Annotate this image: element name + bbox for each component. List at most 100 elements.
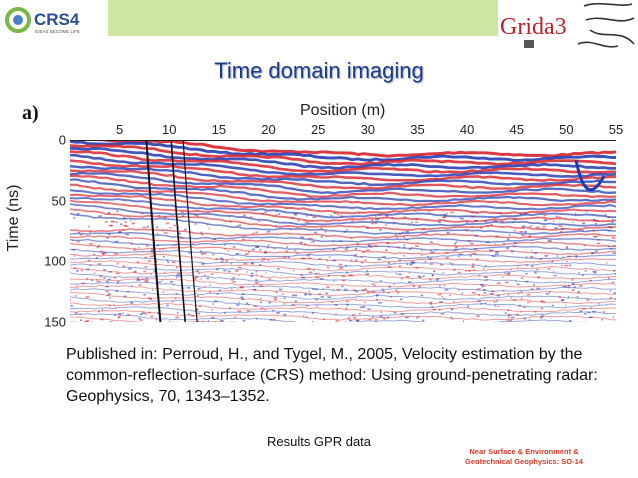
noise-speck <box>248 303 250 306</box>
noise-speck <box>264 211 267 213</box>
noise-speck <box>206 277 210 280</box>
noise-speck <box>543 219 547 222</box>
noise-speck <box>536 268 539 271</box>
noise-speck <box>480 303 483 305</box>
noise-speck <box>607 216 610 219</box>
noise-speck <box>510 316 515 319</box>
noise-speck <box>528 226 531 228</box>
noise-speck <box>122 217 126 219</box>
noise-speck <box>232 246 236 248</box>
noise-speck <box>80 269 83 272</box>
noise-speck <box>549 291 551 293</box>
noise-speck <box>316 305 318 307</box>
noise-speck <box>155 318 158 321</box>
noise-speck <box>332 240 334 243</box>
noise-speck <box>567 255 571 258</box>
noise-speck <box>442 272 444 274</box>
noise-speck <box>497 305 500 308</box>
noise-speck <box>348 274 352 276</box>
noise-speck <box>611 221 614 223</box>
noise-speck <box>562 256 564 258</box>
noise-speck <box>236 304 240 306</box>
noise-speck <box>355 297 357 300</box>
noise-speck <box>252 289 256 291</box>
noise-speck <box>429 249 432 252</box>
noise-speck <box>344 307 348 310</box>
noise-speck <box>417 242 419 244</box>
noise-speck <box>262 258 266 261</box>
noise-speck <box>609 297 612 299</box>
noise-speck <box>151 289 154 291</box>
noise-speck <box>131 222 135 224</box>
noise-speck <box>382 317 386 320</box>
noise-speck <box>159 248 161 251</box>
noise-speck <box>231 288 233 290</box>
noise-speck <box>495 251 499 253</box>
noise-speck <box>350 259 353 261</box>
noise-speck <box>141 278 145 281</box>
reflector-band <box>70 178 616 203</box>
noise-speck <box>417 275 421 278</box>
noise-speck <box>211 309 213 311</box>
noise-speck <box>144 256 147 259</box>
noise-speck <box>96 280 101 283</box>
noise-speck <box>424 260 427 263</box>
noise-speck <box>378 217 380 220</box>
noise-speck <box>107 212 111 214</box>
noise-speck <box>175 316 179 319</box>
noise-speck <box>318 258 321 260</box>
noise-speck <box>591 252 595 254</box>
noise-speck <box>469 255 472 257</box>
noise-speck <box>267 259 270 262</box>
noise-speck <box>345 300 349 303</box>
noise-speck <box>403 255 406 257</box>
reflector-band <box>70 278 616 288</box>
noise-speck <box>467 240 471 242</box>
noise-speck <box>182 215 185 217</box>
noise-speck <box>415 245 419 247</box>
noise-speck <box>530 288 534 290</box>
noise-speck <box>351 220 354 222</box>
noise-speck <box>273 247 276 249</box>
noise-speck <box>573 286 577 288</box>
noise-speck <box>510 297 512 299</box>
noise-speck <box>557 216 561 219</box>
noise-speck <box>254 288 257 291</box>
noise-speck <box>506 247 510 249</box>
noise-speck <box>490 223 493 226</box>
noise-speck <box>437 293 442 296</box>
noise-speck <box>417 315 420 318</box>
noise-speck <box>514 229 517 232</box>
noise-speck <box>201 253 205 255</box>
noise-speck <box>381 288 385 291</box>
noise-speck <box>389 295 393 298</box>
slide-header: CRS4 IDEAS BECOME LIFE Grida3 <box>0 0 638 52</box>
noise-speck <box>409 263 413 266</box>
noise-speck <box>385 249 388 251</box>
noise-speck <box>157 281 162 283</box>
noise-speck <box>117 316 121 319</box>
noise-speck <box>565 304 567 307</box>
noise-speck <box>349 274 354 277</box>
noise-speck <box>496 282 501 285</box>
noise-speck <box>162 291 165 293</box>
y-tick-label: 50 <box>51 193 66 209</box>
noise-speck <box>524 231 527 233</box>
panel-label: a) <box>22 102 39 124</box>
noise-speck <box>301 257 304 260</box>
noise-speck <box>374 222 378 224</box>
noise-speck <box>435 278 440 280</box>
noise-speck <box>442 216 447 218</box>
noise-speck <box>106 294 110 297</box>
noise-speck <box>523 306 526 309</box>
noise-speck <box>243 214 246 217</box>
noise-speck <box>138 246 140 249</box>
noise-speck <box>472 266 475 268</box>
noise-speck <box>513 242 517 244</box>
noise-speck <box>613 316 615 318</box>
noise-speck <box>157 312 159 314</box>
noise-speck <box>118 313 122 315</box>
noise-speck <box>347 317 351 319</box>
noise-speck <box>163 256 165 258</box>
noise-speck <box>453 248 458 251</box>
